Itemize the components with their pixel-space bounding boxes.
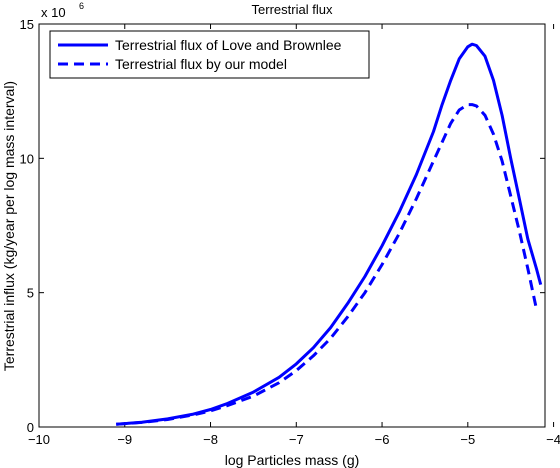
y-axis-label: Terrestrial influx (kg/year per log mass… (1, 81, 17, 371)
plot-area (38, 23, 546, 428)
legend-label-our-model: Terrestrial flux by our model (115, 56, 287, 72)
x-tick-label: −10 (28, 432, 50, 447)
legend: Terrestrial flux of Love and Brownlee Te… (49, 30, 370, 79)
chart-title: Terrestrial flux (252, 2, 333, 17)
y-scale-exponent: 6 (79, 1, 84, 11)
x-axis-label: log Particles mass (g) (225, 452, 360, 468)
x-tick-label: −9 (117, 432, 132, 447)
legend-label-love-brownlee: Terrestrial flux of Love and Brownlee (115, 37, 342, 53)
x-tick-label: −5 (460, 432, 475, 447)
axis-ticks: −10 −9 −8 −7 −6 −5 −4 0 5 10 15 (20, 17, 560, 447)
legend-box (49, 30, 370, 79)
y-tick-label: 5 (27, 286, 34, 301)
x-tick-label: −7 (289, 432, 304, 447)
x-tick-label: −4 (546, 432, 560, 447)
series-group (116, 42, 543, 426)
x-tick-label: −6 (375, 432, 390, 447)
y-tick-label: 15 (20, 17, 34, 32)
x-tick-label: −8 (203, 432, 218, 447)
y-tick-label: 10 (20, 151, 34, 166)
y-tick-label: 0 (27, 420, 34, 435)
series-line-love-brownlee (116, 42, 543, 426)
y-scale-label: x 10 (41, 5, 66, 20)
